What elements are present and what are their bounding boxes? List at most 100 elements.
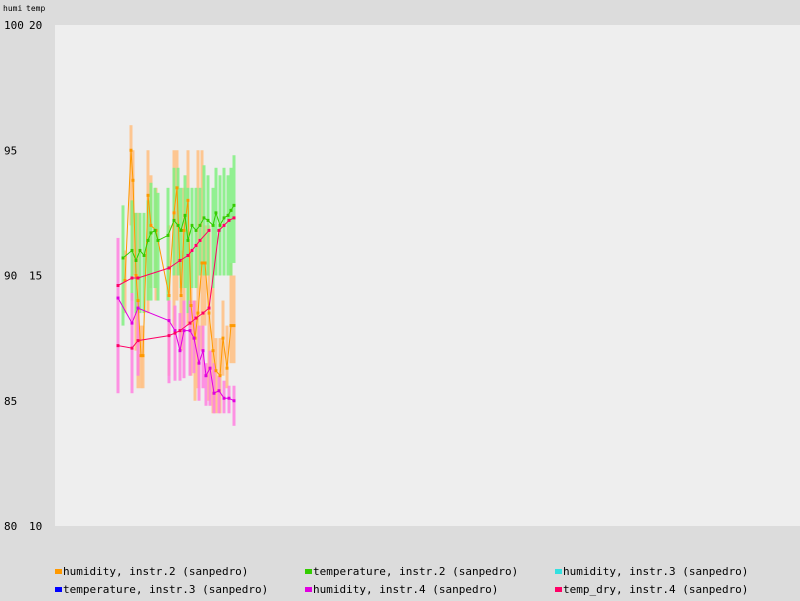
data-point — [136, 339, 140, 343]
legend-swatch — [555, 587, 562, 592]
data-point — [138, 248, 142, 252]
data-point — [198, 238, 202, 242]
data-point — [149, 223, 153, 227]
data-point — [175, 186, 179, 190]
legend-item: humidity, instr.3 (sanpedro) — [555, 565, 748, 578]
data-point — [192, 336, 196, 340]
range-bar — [129, 125, 133, 226]
right-tick-label: 10 — [29, 520, 42, 533]
data-point — [186, 198, 190, 202]
data-point — [167, 266, 171, 270]
range-bar — [217, 375, 221, 414]
data-point — [167, 319, 171, 323]
range-bar — [156, 192, 160, 301]
data-point — [116, 344, 120, 348]
range-bar — [226, 175, 230, 276]
data-point — [167, 294, 171, 298]
data-point — [153, 228, 157, 232]
range-bar — [232, 385, 236, 426]
data-point — [201, 349, 205, 353]
data-point — [232, 216, 236, 220]
series-line — [117, 230, 210, 286]
range-bar — [200, 150, 204, 351]
right-tick-label: 15 — [29, 270, 42, 283]
data-point — [202, 216, 206, 220]
series-lines — [116, 148, 236, 403]
data-point — [207, 306, 211, 310]
data-point — [229, 324, 233, 328]
range-bar — [149, 182, 153, 301]
data-point — [136, 276, 140, 280]
data-point — [173, 329, 177, 333]
range-bar — [214, 338, 218, 414]
data-point — [194, 228, 198, 232]
data-point — [130, 276, 134, 280]
range-bar — [188, 300, 192, 376]
range-bar — [204, 363, 208, 406]
data-point — [139, 354, 143, 358]
range-bar — [196, 150, 200, 389]
range-bar — [138, 212, 142, 314]
data-point — [194, 316, 198, 320]
range-bar — [136, 300, 140, 376]
data-point — [116, 284, 120, 288]
legend-item: temperature, instr.3 (sanpedro) — [55, 583, 268, 596]
data-point — [222, 223, 226, 227]
data-point — [116, 296, 120, 300]
range-bar — [214, 167, 218, 276]
legend-label: temp_dry, instr.4 (sanpedro) — [563, 583, 749, 596]
legend-item: humidity, instr.2 (sanpedro) — [55, 565, 248, 578]
range-bar — [153, 187, 157, 289]
range-bar — [178, 313, 182, 381]
range-bar — [222, 167, 226, 276]
data-point — [226, 213, 230, 217]
data-point — [173, 331, 177, 335]
data-point — [198, 223, 202, 227]
data-point — [214, 211, 218, 215]
data-point — [121, 256, 125, 260]
data-point — [206, 218, 210, 222]
range-bar — [116, 237, 120, 394]
data-point — [182, 329, 186, 333]
data-point — [178, 329, 182, 333]
data-point — [136, 306, 140, 310]
data-point — [146, 238, 150, 242]
data-point — [156, 238, 160, 242]
data-point — [229, 208, 233, 212]
range-bar — [166, 187, 170, 301]
right-axis-title: temp — [26, 4, 45, 13]
data-point — [222, 216, 226, 220]
data-point — [204, 374, 208, 378]
data-point — [130, 248, 134, 252]
legend: humidity, instr.2 (sanpedro) temperature,… — [0, 560, 800, 600]
legend-swatch — [555, 569, 562, 574]
range-bar — [232, 275, 236, 364]
data-point — [218, 223, 222, 227]
data-point — [211, 349, 215, 353]
data-point — [218, 374, 222, 378]
data-point — [222, 396, 226, 400]
data-point — [221, 336, 225, 340]
range-bar — [232, 155, 236, 263]
range-bar — [212, 363, 216, 414]
data-point — [200, 261, 204, 265]
range-bar — [198, 187, 202, 276]
data-point — [178, 349, 182, 353]
data-point — [182, 228, 186, 232]
range-bar — [229, 167, 233, 276]
range-bar — [190, 187, 194, 289]
legend-swatch — [55, 587, 62, 592]
data-point — [130, 321, 134, 325]
data-point — [166, 233, 170, 237]
data-point — [225, 366, 229, 370]
data-point — [123, 279, 127, 283]
range-bar — [202, 165, 206, 276]
data-point — [134, 274, 138, 277]
data-point — [196, 311, 200, 315]
data-point — [207, 228, 211, 232]
data-point — [190, 223, 194, 227]
range-bar — [186, 187, 190, 314]
data-point — [146, 193, 150, 197]
range-bar — [146, 200, 150, 301]
range-bar — [182, 300, 186, 379]
